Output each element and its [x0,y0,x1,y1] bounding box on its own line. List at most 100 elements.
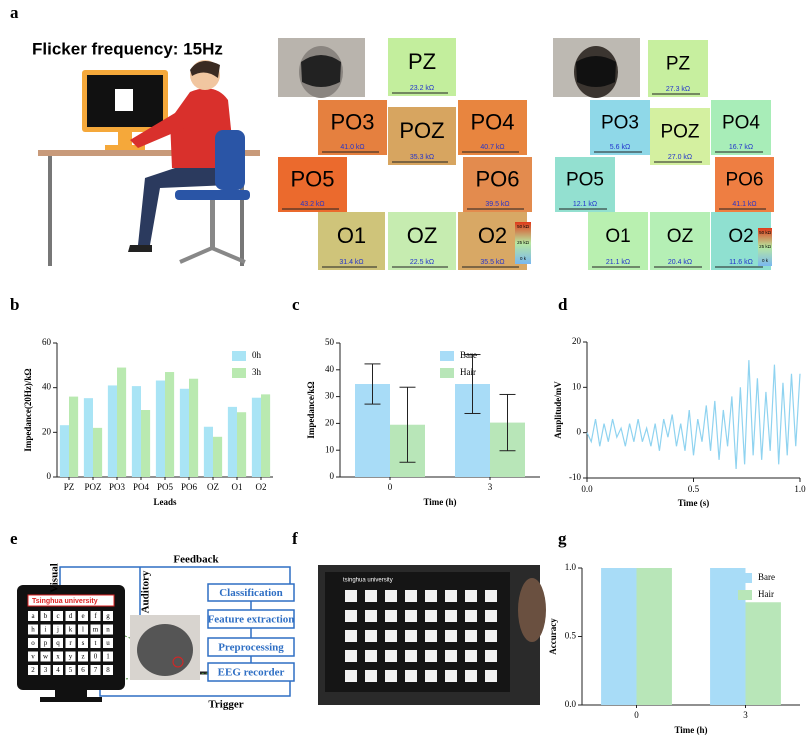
impedance-label: 35.5 kΩ [480,259,504,266]
x-tick-label: PO6 [181,482,198,492]
stimulus-square [405,650,417,662]
bar [93,427,103,477]
y-tick-label: 0 [330,471,335,481]
legend-label: Hair [460,367,476,377]
bar [710,568,746,705]
desk [38,150,260,156]
bar [83,398,93,477]
key-label: 7 [94,666,98,674]
electrode-label: PO4 [722,113,760,134]
electrode [590,100,650,155]
impedance-label: 22.5 kΩ [410,259,434,266]
key [53,638,63,648]
y-tick-label: 1.0 [565,562,577,572]
legend-swatch [738,590,752,600]
hair [190,61,220,78]
stimulus-square [445,630,457,642]
y-axis-label: Accuracy [548,618,558,655]
key [40,665,51,675]
bar [59,425,69,477]
panel-label: c [292,295,300,314]
y-tick-label: 40 [42,382,52,392]
impedance-label: 12.1 kΩ [573,201,597,208]
key-label: u [106,639,110,647]
panel-label: b [10,295,19,314]
key [65,651,76,662]
key-label: f [94,612,97,620]
legend-label: Bare [758,572,775,582]
y-tick-label: 0.5 [565,631,577,641]
electrode-label: POZ [660,122,699,143]
key-label: m [93,626,99,634]
stimulus-square [485,590,497,602]
bar [745,602,781,705]
stimulus-square [425,630,437,642]
electrode-label: POZ [399,118,444,143]
stimulus-square [465,670,477,682]
key [28,624,38,635]
monitor-stand [118,132,132,146]
legend-label: 3h [252,367,262,377]
stimulus-square [445,610,457,622]
key-label: y [69,653,73,661]
impedance-label: 21.1 kΩ [606,259,630,266]
key-label: 5 [69,666,73,674]
key-label: t [95,639,97,647]
electrode [648,40,708,97]
key-label: v [31,653,35,661]
x-tick-label: 0.5 [688,484,700,494]
key-label: a [31,612,35,620]
stimulus-square [465,590,477,602]
key [28,638,38,648]
electrode-label: PO3 [330,109,374,134]
chair-base [179,245,246,264]
stimulus-square [385,590,397,602]
process-label: Feature extraction [208,614,295,626]
key [53,651,63,662]
keyboard-title: Tsinghua university [32,598,98,605]
process-box [207,662,295,682]
scale-label: 50 kΩ [759,230,772,235]
stimulus-square [365,670,377,682]
stimulus-square [485,650,497,662]
electrode [278,157,347,212]
key [28,611,38,621]
key-label: 0 [94,653,98,661]
bar [227,406,237,477]
electrode [588,212,648,270]
electrode [711,100,771,155]
feedback-label: Feedback [173,554,219,566]
key-label: z [81,653,84,661]
key-label: l [82,626,84,634]
legs [138,168,235,245]
impedance-label: 39.5 kΩ [485,201,509,208]
stimulus-square [425,670,437,682]
x-tick-label: 3 [743,710,748,720]
key [40,638,51,648]
legend-swatch [232,351,246,361]
impedance-label: 41.0 kΩ [340,144,364,151]
y-tick-label: 10 [572,381,582,391]
electrode-label: PO5 [290,166,334,191]
stimulus-square [385,610,397,622]
stimulus-square [365,610,377,622]
y-tick-label: 20 [325,417,335,427]
key [40,651,51,662]
key-label: o [31,639,35,647]
impedance-label: 23.2 kΩ [410,85,434,92]
photos [278,38,640,98]
stimulus-square [425,610,437,622]
keyboard-title-bar [27,594,115,607]
stimulus-square [465,630,477,642]
color-scale [758,228,772,266]
scale-label: 0 k [520,256,527,261]
stimulus-square [445,590,457,602]
shoe [128,245,152,252]
y-tick-label: 50 [325,337,335,347]
key-label: 3 [44,666,48,674]
key [65,611,76,621]
chair-back [215,130,245,190]
key [65,665,76,675]
impedance-label: 41.1 kΩ [732,201,756,208]
chair-seat [175,190,250,200]
